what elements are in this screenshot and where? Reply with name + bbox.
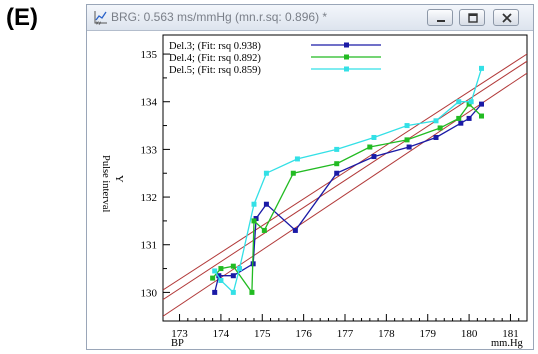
data-point xyxy=(433,118,439,124)
data-point xyxy=(249,289,255,295)
series-3 xyxy=(212,65,484,295)
data-point xyxy=(294,156,300,162)
x-axis-label-left: BP xyxy=(171,338,184,349)
maximize-button[interactable] xyxy=(459,9,485,26)
x-tick-label: 180 xyxy=(461,328,478,340)
data-point xyxy=(404,123,410,129)
data-point xyxy=(261,227,267,233)
y-tick-label: 135 xyxy=(141,49,158,61)
data-point xyxy=(371,154,377,160)
data-point xyxy=(216,273,222,279)
x-axis-label-right: mm.Hg xyxy=(491,338,524,349)
x-tick-label: 178 xyxy=(378,328,395,340)
data-point xyxy=(218,277,224,283)
legend-entry-label: Del.5; (Fit: rsq 0.859) xyxy=(169,65,261,76)
legend-entry-label: Del.4; (Fit: rsq 0.892) xyxy=(169,53,261,64)
legend-swatch-marker xyxy=(344,66,349,72)
data-point xyxy=(466,115,472,121)
data-point xyxy=(290,170,296,176)
y-tick-label: 130 xyxy=(141,287,158,299)
plot-area: 130 131 132 133 134 135 173 174 175 176 177 178 179… xyxy=(100,34,528,349)
panel-label: (E) xyxy=(6,4,38,31)
data-point xyxy=(218,266,224,272)
x-tick-label: 179 xyxy=(419,328,436,340)
data-point xyxy=(212,289,218,295)
x-tick-label: 175 xyxy=(254,328,271,340)
data-point xyxy=(292,227,298,233)
legend-swatch-marker xyxy=(344,42,349,48)
series-line xyxy=(214,68,483,294)
series-line xyxy=(212,103,482,295)
data-point xyxy=(334,146,340,152)
close-icon xyxy=(502,13,512,23)
y-tick-label: 131 xyxy=(141,240,158,252)
data-point xyxy=(479,113,484,119)
data-point xyxy=(458,120,464,126)
data-point xyxy=(437,125,443,131)
data-point xyxy=(263,201,269,207)
x-axis: 173 174 175 176 177 178 179 180 181 xyxy=(171,314,520,340)
x-tick-label: 173 xyxy=(171,328,188,340)
close-button[interactable] xyxy=(493,9,519,26)
y-axis: 130 131 132 133 134 135 xyxy=(141,49,170,299)
x-tick-label: 176 xyxy=(295,328,312,340)
data-point xyxy=(367,144,373,150)
data-point xyxy=(251,218,257,224)
series-2 xyxy=(210,101,484,295)
title-bar[interactable]: xy BRG: 0.563 ms/mmHg (mn.r.sq: 0.896) * xyxy=(87,5,533,31)
data-point xyxy=(334,161,340,167)
maximize-icon xyxy=(468,13,478,23)
x-tick-label: 177 xyxy=(337,328,354,340)
y-tick-label: 132 xyxy=(141,192,158,204)
data-point xyxy=(230,273,236,279)
data-point xyxy=(456,99,462,105)
window-title: BRG: 0.563 ms/mmHg (mn.r.sq: 0.896) * xyxy=(111,10,328,24)
data-point xyxy=(263,170,269,176)
data-point xyxy=(433,134,439,140)
data-point xyxy=(479,101,484,107)
regression-line xyxy=(163,60,527,300)
regression-line xyxy=(163,53,527,291)
minimize-button[interactable] xyxy=(427,9,453,26)
data-point xyxy=(456,115,462,121)
data-point xyxy=(237,266,243,272)
xy-chart-icon[interactable]: xy xyxy=(93,9,109,25)
x-tick-label: 181 xyxy=(502,328,519,340)
data-point xyxy=(371,134,377,140)
plot-window: xy BRG: 0.563 ms/mmHg (mn.r.sq: 0.896) *… xyxy=(86,4,534,350)
data-point xyxy=(230,289,236,295)
data-point xyxy=(479,65,484,71)
data-point xyxy=(230,263,236,269)
data-point xyxy=(468,99,474,105)
legend-entry-label: Del.3; (Fit: rsq 0.938) xyxy=(169,41,261,52)
x-tick-label: 174 xyxy=(213,328,230,340)
y-tick-label: 133 xyxy=(141,144,158,156)
legend: Del.3; (Fit: rsq 0.938)Del.4; (Fit: rsq … xyxy=(169,41,381,76)
series-layer xyxy=(210,65,484,295)
svg-text:xy: xy xyxy=(96,21,102,26)
data-point xyxy=(210,275,216,281)
data-point xyxy=(404,137,410,143)
series-line xyxy=(214,103,482,293)
data-point xyxy=(406,144,412,150)
legend-swatch-marker xyxy=(344,54,349,60)
data-point xyxy=(212,268,218,274)
y-axis-label-line-2: Y xyxy=(113,175,124,183)
y-axis-label-line-1: Pulse interval xyxy=(100,155,111,213)
data-point xyxy=(334,170,340,176)
data-point xyxy=(251,201,257,207)
y-tick-label: 134 xyxy=(141,97,158,109)
minimize-icon xyxy=(437,20,445,22)
